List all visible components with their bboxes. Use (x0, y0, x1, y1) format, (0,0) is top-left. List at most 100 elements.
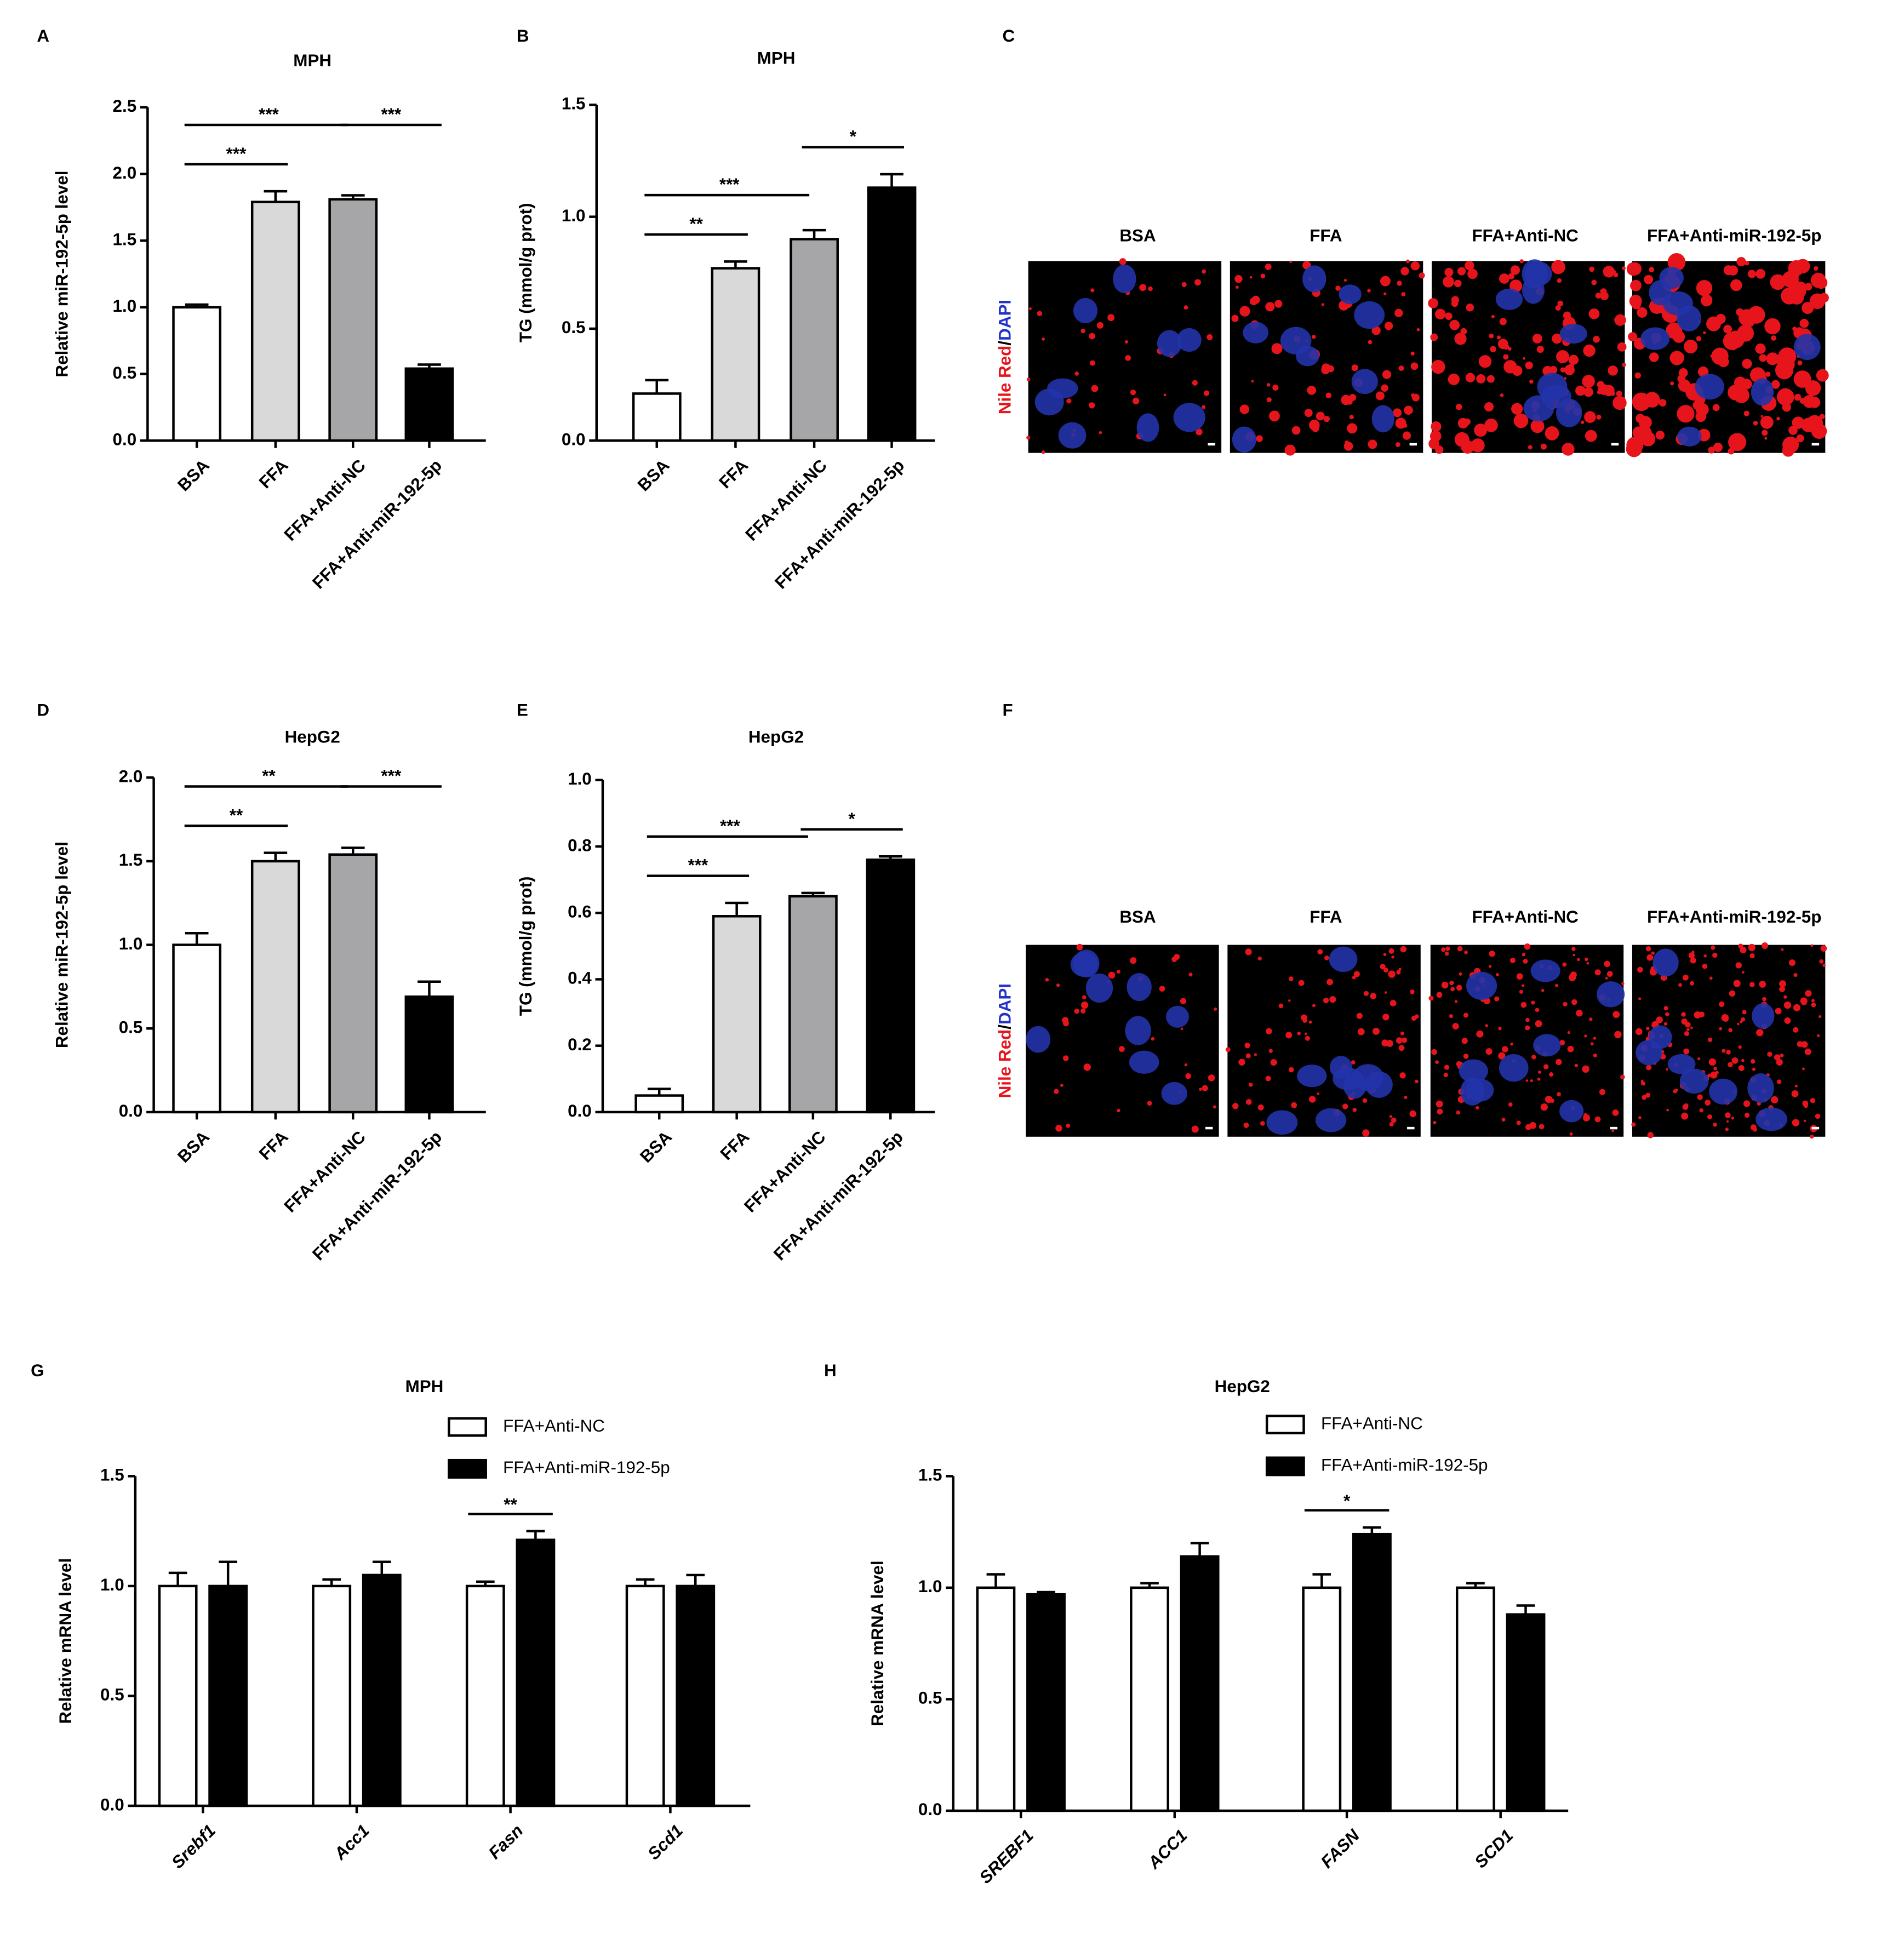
lipid-droplet (1593, 1053, 1597, 1058)
lipid-droplet (1765, 371, 1771, 377)
lipid-droplet (1551, 260, 1565, 274)
lipid-droplet (1288, 1067, 1294, 1073)
lipid-droplet (1402, 1037, 1408, 1043)
x-tick-label: Acc1 (330, 1821, 373, 1864)
lipid-droplet (1452, 1023, 1459, 1030)
lipid-droplet (1401, 292, 1406, 296)
lipid-droplet (1783, 1001, 1792, 1009)
lipid-droplet (1583, 1113, 1588, 1117)
lipid-droplet (1574, 1063, 1579, 1068)
condition-label: FFA+Anti-miR-192-5p (1647, 907, 1821, 926)
lipid-droplet (1593, 336, 1600, 343)
lipid-droplet (1693, 400, 1703, 410)
y-tick-label: 0.5 (119, 1018, 143, 1037)
y-tick-label: 0.5 (562, 318, 586, 337)
lipid-droplet (1308, 1096, 1316, 1103)
lipid-droplet (1646, 954, 1654, 961)
bar (1180, 1555, 1220, 1812)
lipid-droplet (1450, 987, 1455, 992)
lipid-droplet (1132, 397, 1140, 405)
lipid-droplet (1147, 1101, 1152, 1106)
lipid-droplet (1349, 394, 1357, 402)
lipid-droplet (1782, 271, 1799, 288)
lipid-droplet (1703, 954, 1707, 958)
error-bar (1363, 1526, 1381, 1535)
lipid-droplet (1543, 1064, 1549, 1069)
error-bar (636, 1578, 655, 1586)
lipid-droplet (1752, 1067, 1756, 1071)
micrograph (1225, 945, 1421, 1137)
lipid-droplet (1341, 394, 1351, 405)
lipid-droplet (1502, 1046, 1508, 1052)
condition-label: FFA+Anti-NC (1472, 226, 1579, 245)
nucleus (1695, 374, 1724, 400)
lipid-droplet (1713, 1123, 1717, 1127)
lipid-droplet (1604, 960, 1610, 968)
lipid-droplet (1041, 450, 1045, 454)
lipid-droplet (1486, 375, 1495, 383)
lipid-droplet (1489, 951, 1495, 957)
lipid-droplet (1428, 298, 1438, 308)
bar (676, 1584, 716, 1807)
lipid-droplet (1583, 344, 1596, 357)
lipid-droplet (1610, 270, 1616, 276)
bar (328, 853, 378, 1114)
significance-label: * (850, 127, 857, 146)
lipid-droplet (1741, 1017, 1746, 1022)
legend-label: FFA+Anti-NC (1321, 1414, 1423, 1433)
lipid-droplet (1708, 447, 1715, 454)
lipid-droplet (1697, 1094, 1703, 1100)
lipid-droplet (1731, 1057, 1739, 1064)
lipid-droplet (1444, 951, 1449, 956)
lipid-droplet (1737, 324, 1754, 342)
bar (312, 1584, 352, 1807)
stain-part: DAPI (996, 983, 1015, 1025)
lipid-droplet (1347, 423, 1358, 434)
lipid-droplet (1806, 415, 1823, 432)
lipid-droplet (1755, 343, 1766, 354)
lipid-droplet (1316, 411, 1325, 421)
lipid-droplet (1713, 442, 1723, 453)
condition-label: FFA (1310, 907, 1342, 926)
lipid-droplet (1236, 285, 1239, 289)
lipid-droplet (1738, 309, 1756, 327)
nucleus (1173, 403, 1205, 432)
lipid-droplet (1302, 1018, 1307, 1023)
bar (790, 238, 839, 442)
lipid-droplet (1800, 997, 1808, 1005)
error-bar (878, 855, 902, 860)
lipid-droplet (1596, 414, 1602, 420)
lipid-droplet (1734, 376, 1747, 389)
lipid-droplet (1396, 1037, 1403, 1044)
lipid-droplet (1266, 1028, 1272, 1034)
lipid-droplet (1448, 373, 1460, 386)
lipid-droplet (1444, 267, 1454, 277)
nucleus (1371, 405, 1394, 433)
lipid-droplet (1743, 1100, 1751, 1107)
lipid-droplet (1804, 283, 1812, 291)
lipid-droplet (1454, 333, 1467, 345)
lipid-droplet (1707, 1037, 1713, 1042)
lipid-droplet (1525, 361, 1533, 369)
lipid-droplet (1814, 266, 1819, 271)
lipid-droplet (1274, 300, 1283, 308)
lipid-droplet (1703, 331, 1706, 335)
nucleus (1530, 959, 1560, 982)
lipid-droplet (1530, 1079, 1533, 1083)
lipid-droplet (1723, 324, 1732, 334)
lipid-droplet (1499, 273, 1510, 284)
lipid-droplet (1396, 970, 1401, 975)
lipid-droplet (1535, 1020, 1542, 1027)
lipid-droplet (1485, 1024, 1488, 1027)
nucleus (1533, 1034, 1561, 1057)
lipid-droplet (1771, 1096, 1779, 1103)
lipid-droplet (1272, 384, 1279, 391)
x-tick-label: FFA (255, 1127, 292, 1164)
lipid-droplet (1119, 258, 1127, 265)
lipid-droplet (1803, 1119, 1806, 1123)
significance-label: *** (381, 766, 402, 785)
nucleus (1232, 426, 1256, 453)
bar (172, 306, 222, 442)
lipid-droplet (1510, 265, 1520, 275)
error-bar (185, 931, 209, 945)
